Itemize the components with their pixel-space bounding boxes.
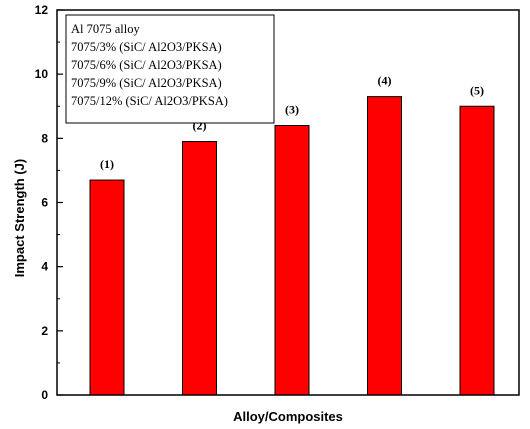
y-tick-label: 0 [41,388,48,402]
bar [367,96,402,396]
bar-category-label: (1) [100,157,114,171]
y-tick-label: 12 [35,3,49,17]
bar [459,105,495,396]
bar [89,179,125,396]
y-tick-label: 4 [41,260,48,274]
legend-entry: Al 7075 alloy [71,22,140,36]
y-axis-ticks: 0 2 4 6 8 10 12 [35,3,63,402]
legend-box [65,14,275,124]
bars-group [89,96,495,396]
y-axis-title: Impact Strength (J) [12,159,27,277]
bar-category-label: (3) [285,103,299,117]
legend-entry: 7075/9% (SiC/ Al2O3/PKSA) [71,76,222,90]
legend-entry: 7075/12% (SiC/ Al2O3/PKSA) [71,94,228,108]
bar [182,141,217,396]
y-tick-label: 2 [41,324,48,338]
legend-entry: 7075/6% (SiC/ Al2O3/PKSA) [71,58,222,72]
legend: Al 7075 alloy 7075/3% (SiC/ Al2O3/PKSA) … [65,14,275,124]
y-tick-label: 6 [41,196,48,210]
x-axis-title: Alloy/Composites [233,409,343,424]
bar [274,125,310,396]
y-tick-label: 8 [41,131,48,145]
plot-frame [56,9,520,396]
y-tick-label: 10 [35,67,49,81]
bar-category-label: (4) [378,74,392,88]
bar-category-label: (5) [470,83,484,97]
legend-entry: 7075/3% (SiC/ Al2O3/PKSA) [71,40,222,54]
